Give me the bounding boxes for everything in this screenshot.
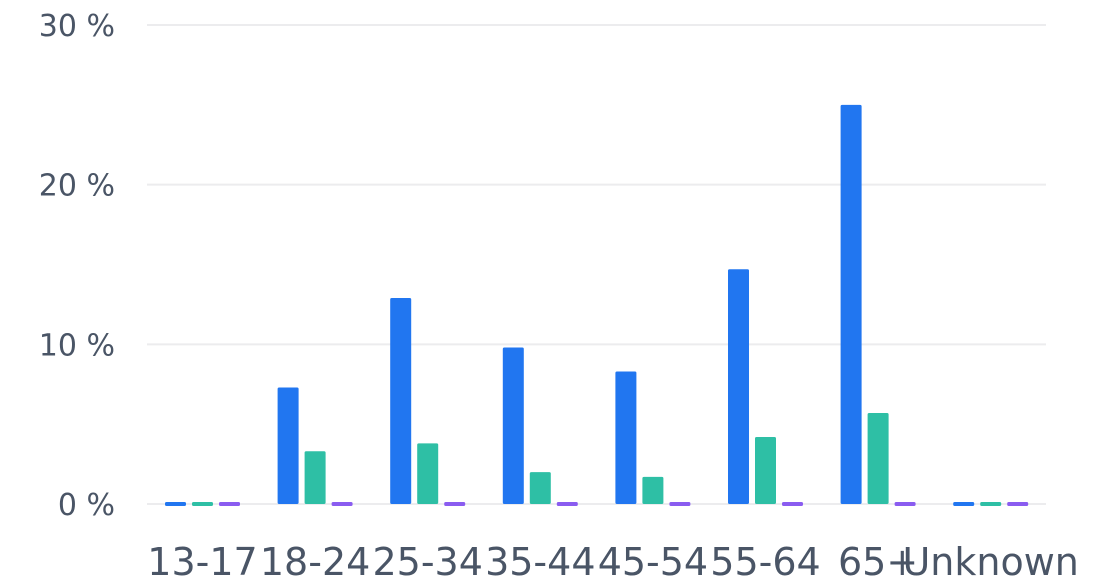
bar-45-54-series-2	[642, 476, 664, 504]
bar-18-24-series-3	[331, 502, 353, 506]
bar-45-54-series-1	[615, 371, 637, 504]
bar-65--series-2	[867, 412, 889, 504]
bar-25-34-series-3	[444, 502, 466, 506]
y-tick-label: 20 %	[39, 169, 115, 204]
bar-55-64-series-3	[782, 502, 803, 506]
bar-13-17-series-1	[165, 502, 186, 506]
bar-18-24-series-1	[277, 387, 299, 504]
x-tick-label: 65+	[838, 540, 918, 583]
y-tick-label: 10 %	[39, 328, 115, 363]
x-axis-ticks: 13-17 18-24 25-34 35-44 45-54 55-64 65+Unknown	[147, 540, 1079, 583]
bar-65--series-3	[894, 502, 916, 506]
bar-35-44-series-1	[502, 347, 524, 504]
bars	[165, 104, 1029, 506]
bar-55-64-series-1	[728, 269, 749, 504]
x-tick-label: 35-44	[485, 540, 595, 583]
x-tick-label: 45-54	[598, 540, 708, 583]
bar-unknown-series-1	[953, 502, 975, 506]
x-tick-label: Unknown	[902, 540, 1078, 583]
x-tick-label: 18-24	[260, 540, 370, 583]
x-tick-label: 25-34	[372, 540, 482, 583]
bar-13-17-series-2	[192, 502, 213, 506]
bar-25-34-series-1	[390, 298, 412, 504]
bar-unknown-series-2	[980, 502, 1002, 506]
y-axis-ticks: 0 % 10 % 20 % 30 %	[39, 9, 115, 523]
bar-65--series-1	[840, 104, 862, 504]
bar-55-64-series-2	[755, 436, 776, 504]
bar-18-24-series-2	[304, 451, 326, 504]
bar-13-17-series-3	[219, 502, 240, 506]
y-tick-label: 0 %	[58, 488, 115, 523]
bar-unknown-series-3	[1007, 502, 1029, 506]
x-tick-label: 55-64	[710, 540, 820, 583]
x-tick-label: 13-17	[147, 540, 257, 583]
bar-25-34-series-2	[417, 443, 439, 504]
bar-35-44-series-3	[556, 502, 578, 506]
bar-35-44-series-2	[529, 472, 551, 504]
bar-45-54-series-3	[669, 502, 691, 506]
y-tick-label: 30 %	[39, 9, 115, 44]
